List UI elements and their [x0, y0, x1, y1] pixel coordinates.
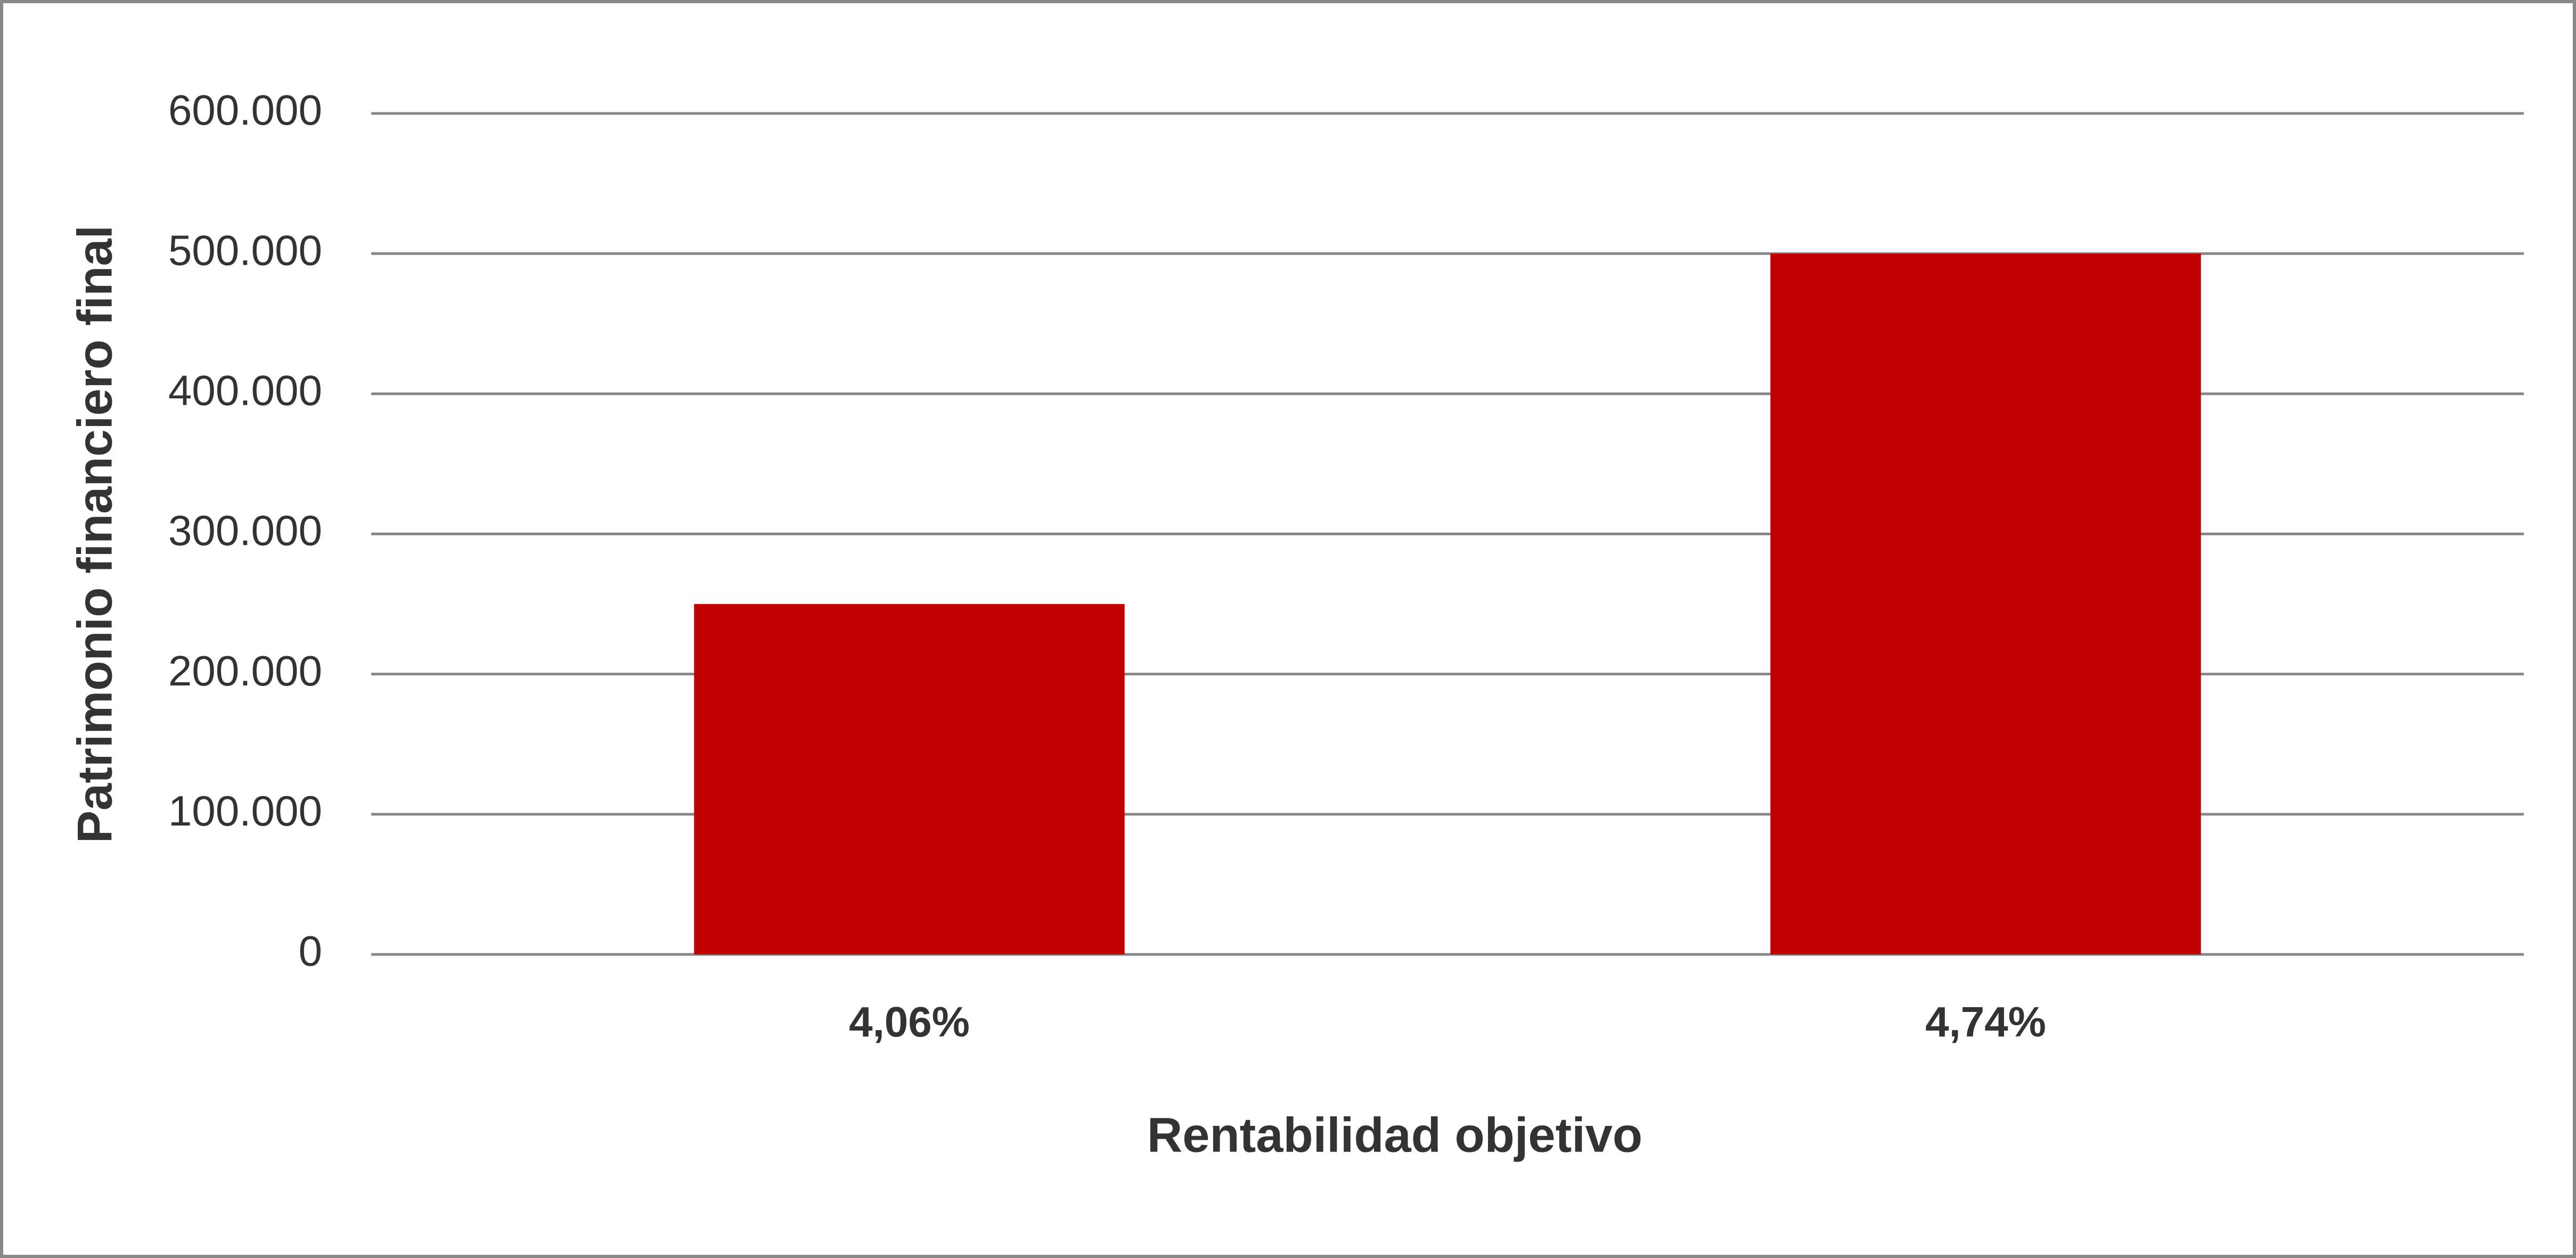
bar [1770, 254, 2201, 955]
bar [694, 604, 1125, 954]
x-tick-label: 4,06% [849, 998, 970, 1045]
y-tick-label: 600.000 [168, 86, 322, 134]
y-tick-label: 500.000 [168, 226, 322, 274]
y-tick-label: 400.000 [168, 366, 322, 414]
y-tick-label: 100.000 [168, 787, 322, 835]
y-axis-title: Patrimonio financiero final [68, 225, 122, 843]
y-tick-label: 200.000 [168, 647, 322, 695]
y-tick-label: 0 [299, 927, 323, 975]
x-axis-title: Rentabilidad objetivo [1147, 1108, 1642, 1162]
x-tick-label: 4,74% [1925, 998, 2046, 1045]
y-tick-label: 300.000 [168, 507, 322, 554]
